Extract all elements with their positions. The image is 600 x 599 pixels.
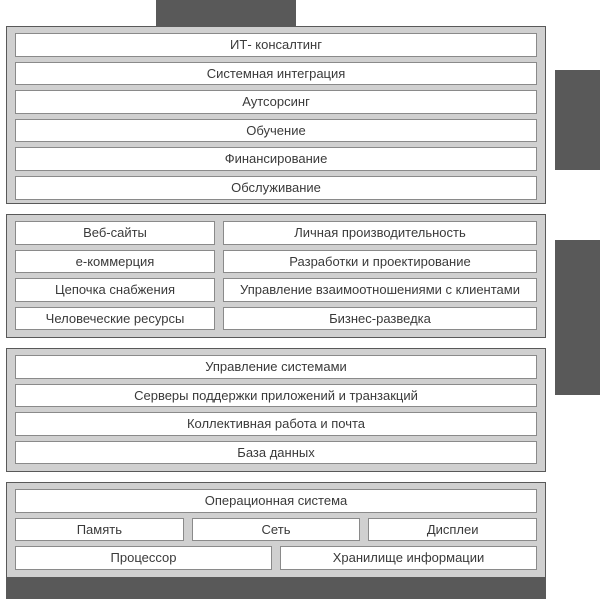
item-box: Сеть <box>192 518 361 542</box>
item-box: Память <box>15 518 184 542</box>
item-box: ИТ- консалтинг <box>15 33 537 57</box>
item-box: Аутсорсинг <box>15 90 537 114</box>
platform-layer: Операционная система Память Сеть Дисплеи… <box>6 482 546 578</box>
item-box: Системная интеграция <box>15 62 537 86</box>
item-box: Процессор <box>15 546 272 570</box>
item-box: Хранилище информации <box>280 546 537 570</box>
item-box: База данных <box>15 441 537 465</box>
item-box: Личная производительность <box>223 221 537 245</box>
item-box: Управление системами <box>15 355 537 379</box>
middleware-layer: Управление системами Серверы поддержки п… <box>6 348 546 472</box>
item-box: Коллективная работа и почта <box>15 412 537 436</box>
side-block-1 <box>555 70 600 170</box>
item-box: Веб-сайты <box>15 221 215 245</box>
item-box: Бизнес-разведка <box>223 307 537 331</box>
side-block-2 <box>555 240 600 395</box>
item-box: Дисплеи <box>368 518 537 542</box>
item-box: Разработки и проектирование <box>223 250 537 274</box>
item-box: Обучение <box>15 119 537 143</box>
item-box: Человеческие ресурсы <box>15 307 215 331</box>
item-box: Операционная система <box>15 489 537 513</box>
applications-layer: Веб-сайты Личная производительность е-ко… <box>6 214 546 338</box>
item-box: Обслуживание <box>15 176 537 200</box>
item-box: Цепочка снабжения <box>15 278 215 302</box>
item-box: Финансирование <box>15 147 537 171</box>
item-box: Серверы поддержки приложений и транзакци… <box>15 384 537 408</box>
item-box: е-коммерция <box>15 250 215 274</box>
top-tab <box>156 0 296 26</box>
item-box: Управление взаимоотношениями с клиентами <box>223 278 537 302</box>
services-layer: ИТ- консалтинг Системная интеграция Аутс… <box>6 26 546 204</box>
